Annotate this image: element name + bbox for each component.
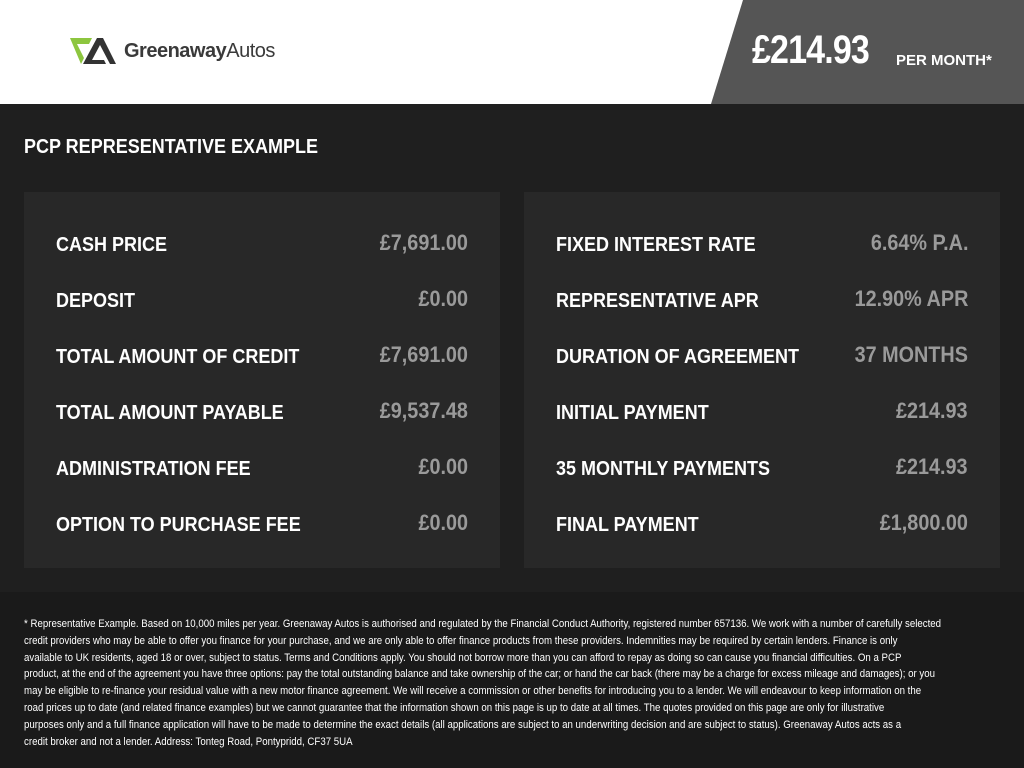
row-monthly-payments: 35 MONTHLY PAYMENTS £214.93 xyxy=(556,454,968,484)
value: £214.93 xyxy=(896,398,968,423)
row-duration: DURATION OF AGREEMENT 37 MONTHS xyxy=(556,342,968,372)
disclaimer-line: credit broker and not a lender. Address:… xyxy=(24,735,353,748)
row-admin-fee: ADMINISTRATION FEE £0.00 xyxy=(56,454,468,484)
label: 35 MONTHLY PAYMENTS xyxy=(556,458,771,480)
disclaimer-line: purposes only and a full finance applica… xyxy=(24,718,902,731)
label: CASH PRICE xyxy=(56,234,168,256)
disclaimer-footer: * Representative Example. Based on 10,00… xyxy=(0,592,1024,768)
finance-panel-right: FIXED INTEREST RATE 6.64% P.A. REPRESENTA… xyxy=(524,192,1000,568)
label: FIXED INTEREST RATE xyxy=(556,234,756,256)
value: £214.93 xyxy=(896,454,968,479)
disclaimer-line: credit providers who may be able to offe… xyxy=(24,634,898,647)
row-total-credit: TOTAL AMOUNT OF CREDIT £7,691.00 xyxy=(56,342,468,372)
value: £0.00 xyxy=(418,510,468,535)
row-apr: REPRESENTATIVE APR 12.90% APR xyxy=(556,286,968,316)
disclaimer-line: * Representative Example. Based on 10,00… xyxy=(24,618,942,630)
value: £7,691.00 xyxy=(379,342,468,367)
value: 37 MONTHS xyxy=(854,342,968,367)
header: GreenawayAutos £214.93 PER MONTH* xyxy=(0,0,1024,104)
disclaimer-line: may be eligible to re-finance your resid… xyxy=(24,685,922,698)
value: £0.00 xyxy=(418,454,468,479)
value: £0.00 xyxy=(418,286,468,311)
label: DURATION OF AGREEMENT xyxy=(556,346,799,368)
value: £1,800.00 xyxy=(879,510,968,535)
label: OPTION TO PURCHASE FEE xyxy=(56,514,301,536)
section-title: PCP REPRESENTATIVE EXAMPLE xyxy=(24,136,319,158)
value: 6.64% P.A. xyxy=(870,230,968,255)
disclaimer-line: available to UK residents, aged 18 or ov… xyxy=(24,651,902,664)
finance-panel-left: CASH PRICE £7,691.00 DEPOSIT £0.00 TOTAL A… xyxy=(24,192,500,568)
row-initial-payment: INITIAL PAYMENT £214.93 xyxy=(556,398,968,428)
logo[interactable]: GreenawayAutos xyxy=(70,36,275,66)
value: £7,691.00 xyxy=(379,230,468,255)
disclaimer-line: product, at the end of the agreement you… xyxy=(24,668,936,681)
row-interest-rate: FIXED INTEREST RATE 6.64% P.A. xyxy=(556,230,968,260)
label: DEPOSIT xyxy=(56,290,136,312)
label: INITIAL PAYMENT xyxy=(556,402,709,424)
row-cash-price: CASH PRICE £7,691.00 xyxy=(56,230,468,260)
value: £9,537.48 xyxy=(379,398,468,423)
label: TOTAL AMOUNT OF CREDIT xyxy=(56,346,300,368)
row-option-fee: OPTION TO PURCHASE FEE £0.00 xyxy=(56,510,468,540)
label: ADMINISTRATION FEE xyxy=(56,458,251,480)
logo-text: GreenawayAutos xyxy=(124,39,275,62)
row-total-payable: TOTAL AMOUNT PAYABLE £9,537.48 xyxy=(56,398,468,428)
row-final-payment: FINAL PAYMENT £1,800.00 xyxy=(556,510,968,540)
value: 12.90% APR xyxy=(854,286,968,311)
greenaway-logo-icon xyxy=(70,38,116,64)
label: FINAL PAYMENT xyxy=(556,514,699,536)
row-deposit: DEPOSIT £0.00 xyxy=(56,286,468,316)
label: REPRESENTATIVE APR xyxy=(556,290,759,312)
price-banner xyxy=(711,0,1024,104)
per-month-label: PER MONTH* xyxy=(896,52,992,69)
label: TOTAL AMOUNT PAYABLE xyxy=(56,402,284,424)
disclaimer-line: road prices up to date (and related fina… xyxy=(24,701,885,714)
monthly-price: £214.93 xyxy=(752,28,870,72)
